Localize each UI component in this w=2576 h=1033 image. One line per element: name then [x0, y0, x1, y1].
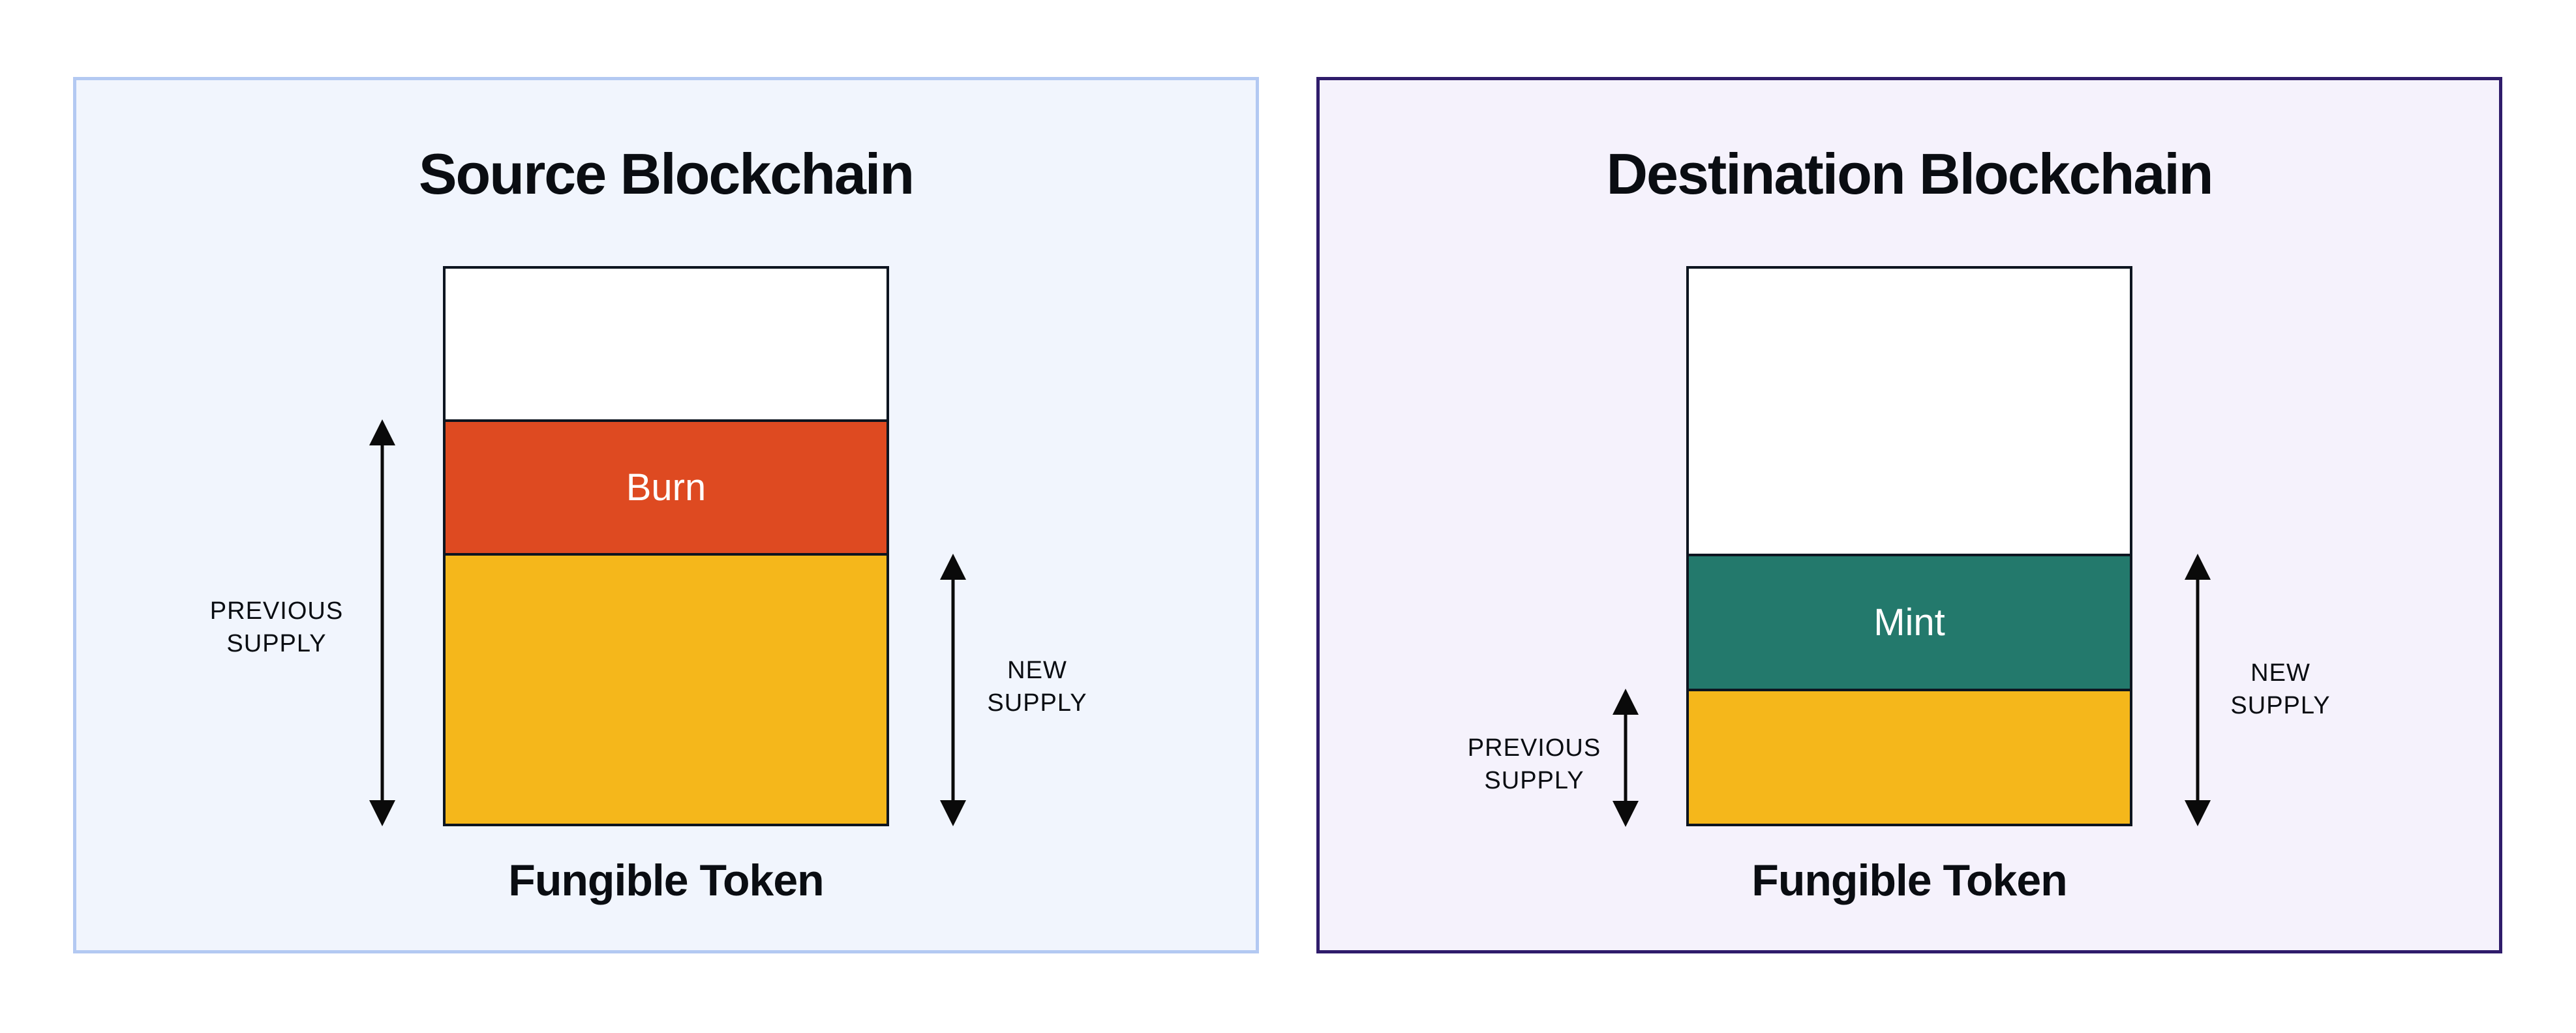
destination-blockchain-panel: Destination Blockchain Mint PREVIOUS SUP… [1316, 77, 2502, 953]
burn-segment-label: Burn [626, 466, 706, 509]
source-new-supply-label: NEW SUPPLY [987, 657, 1087, 717]
destination-fungible-token-caption: Fungible Token [1751, 856, 2067, 905]
destination-panel-title: Destination Blockchain [1606, 142, 2213, 206]
destination-unfilled-segment [1689, 269, 2130, 554]
destination-previous-supply-label: PREVIOUS SUPPLY [1467, 734, 1601, 794]
previous-supply-double-arrow-icon [368, 419, 397, 830]
source-remaining-supply-segment [446, 553, 886, 824]
destination-token-supply-bar: Mint [1686, 266, 2132, 826]
source-token-supply-bar: Burn [443, 266, 889, 826]
mint-segment-label: Mint [1873, 601, 1945, 644]
source-burn-segment: Burn [446, 419, 886, 553]
new-supply-double-arrow-icon [939, 554, 967, 830]
previous-supply-double-arrow-icon [1611, 689, 1640, 830]
source-fungible-token-caption: Fungible Token [508, 856, 824, 905]
destination-previous-supply-segment [1689, 689, 2130, 824]
destination-mint-segment: Mint [1689, 554, 2130, 689]
source-previous-supply-label: PREVIOUS SUPPLY [209, 597, 344, 657]
source-unfilled-segment [446, 269, 886, 419]
source-blockchain-panel: Source Blockchain Burn PREVIOUS SUPPLY [73, 77, 1259, 953]
new-supply-double-arrow-icon [2183, 554, 2212, 830]
destination-new-supply-label: NEW SUPPLY [2230, 659, 2331, 719]
source-panel-title: Source Blockchain [418, 142, 915, 206]
